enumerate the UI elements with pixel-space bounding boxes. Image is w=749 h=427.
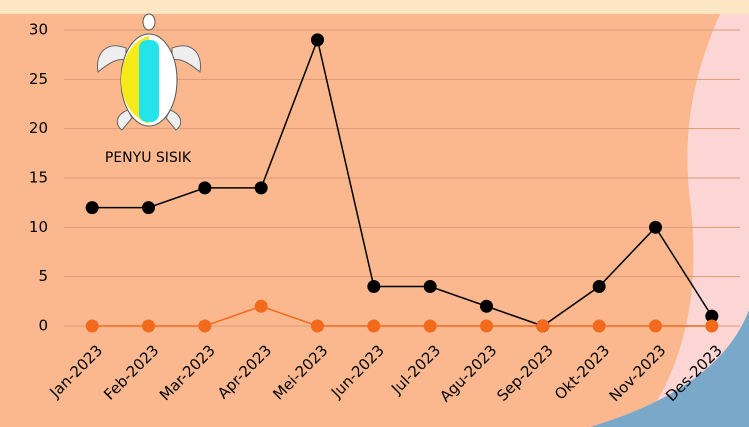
data-point [255, 300, 268, 313]
data-point [255, 181, 268, 194]
data-point [480, 320, 493, 333]
chart: PENYU SISIK 051015202530Jan-2023Feb-2023… [0, 0, 749, 427]
data-point [593, 320, 606, 333]
data-point [536, 320, 549, 333]
data-point [367, 280, 380, 293]
top-strip [0, 0, 749, 14]
data-point [367, 320, 380, 333]
y-tick-label: 0 [38, 317, 48, 335]
y-tick-label: 30 [29, 21, 48, 39]
y-tick-label: 10 [29, 218, 48, 236]
data-point [142, 201, 155, 214]
data-point [311, 320, 324, 333]
y-tick-label: 20 [29, 119, 48, 137]
data-point [86, 201, 99, 214]
data-point [649, 320, 662, 333]
data-point [142, 320, 155, 333]
data-point [649, 221, 662, 234]
data-point [311, 33, 324, 46]
y-tick-label: 25 [29, 70, 48, 88]
data-point [705, 320, 718, 333]
annotation: PENYU SISIK [105, 150, 192, 166]
data-point [593, 280, 606, 293]
data-point [424, 280, 437, 293]
data-point [480, 300, 493, 313]
data-point [424, 320, 437, 333]
y-tick-label: 5 [38, 267, 48, 285]
data-point [198, 181, 211, 194]
data-point [86, 320, 99, 333]
data-point [198, 320, 211, 333]
y-tick-label: 15 [29, 169, 48, 187]
